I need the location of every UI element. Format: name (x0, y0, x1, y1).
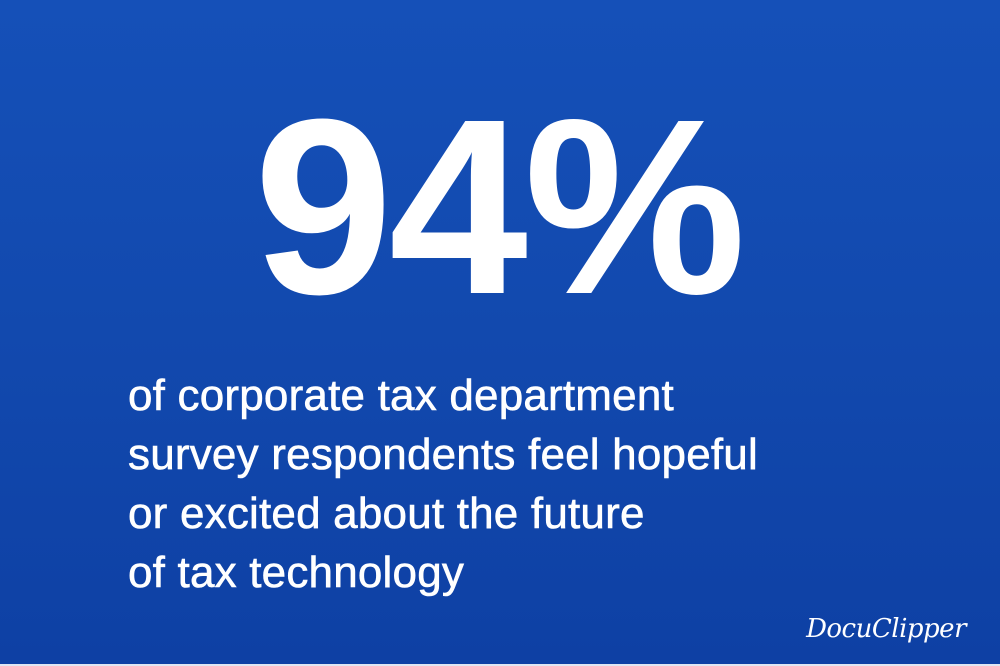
caption-line: or excited about the future (128, 489, 645, 539)
caption-line: of tax technology (128, 548, 465, 598)
stat-caption: of corporate tax department survey respo… (128, 366, 758, 602)
caption-line: survey respondents feel hopeful (128, 430, 758, 480)
headline-percentage: 94% (253, 67, 746, 346)
docuclipper-logo: DocuClipper (806, 614, 966, 644)
caption-line: of corporate tax department (128, 371, 674, 421)
